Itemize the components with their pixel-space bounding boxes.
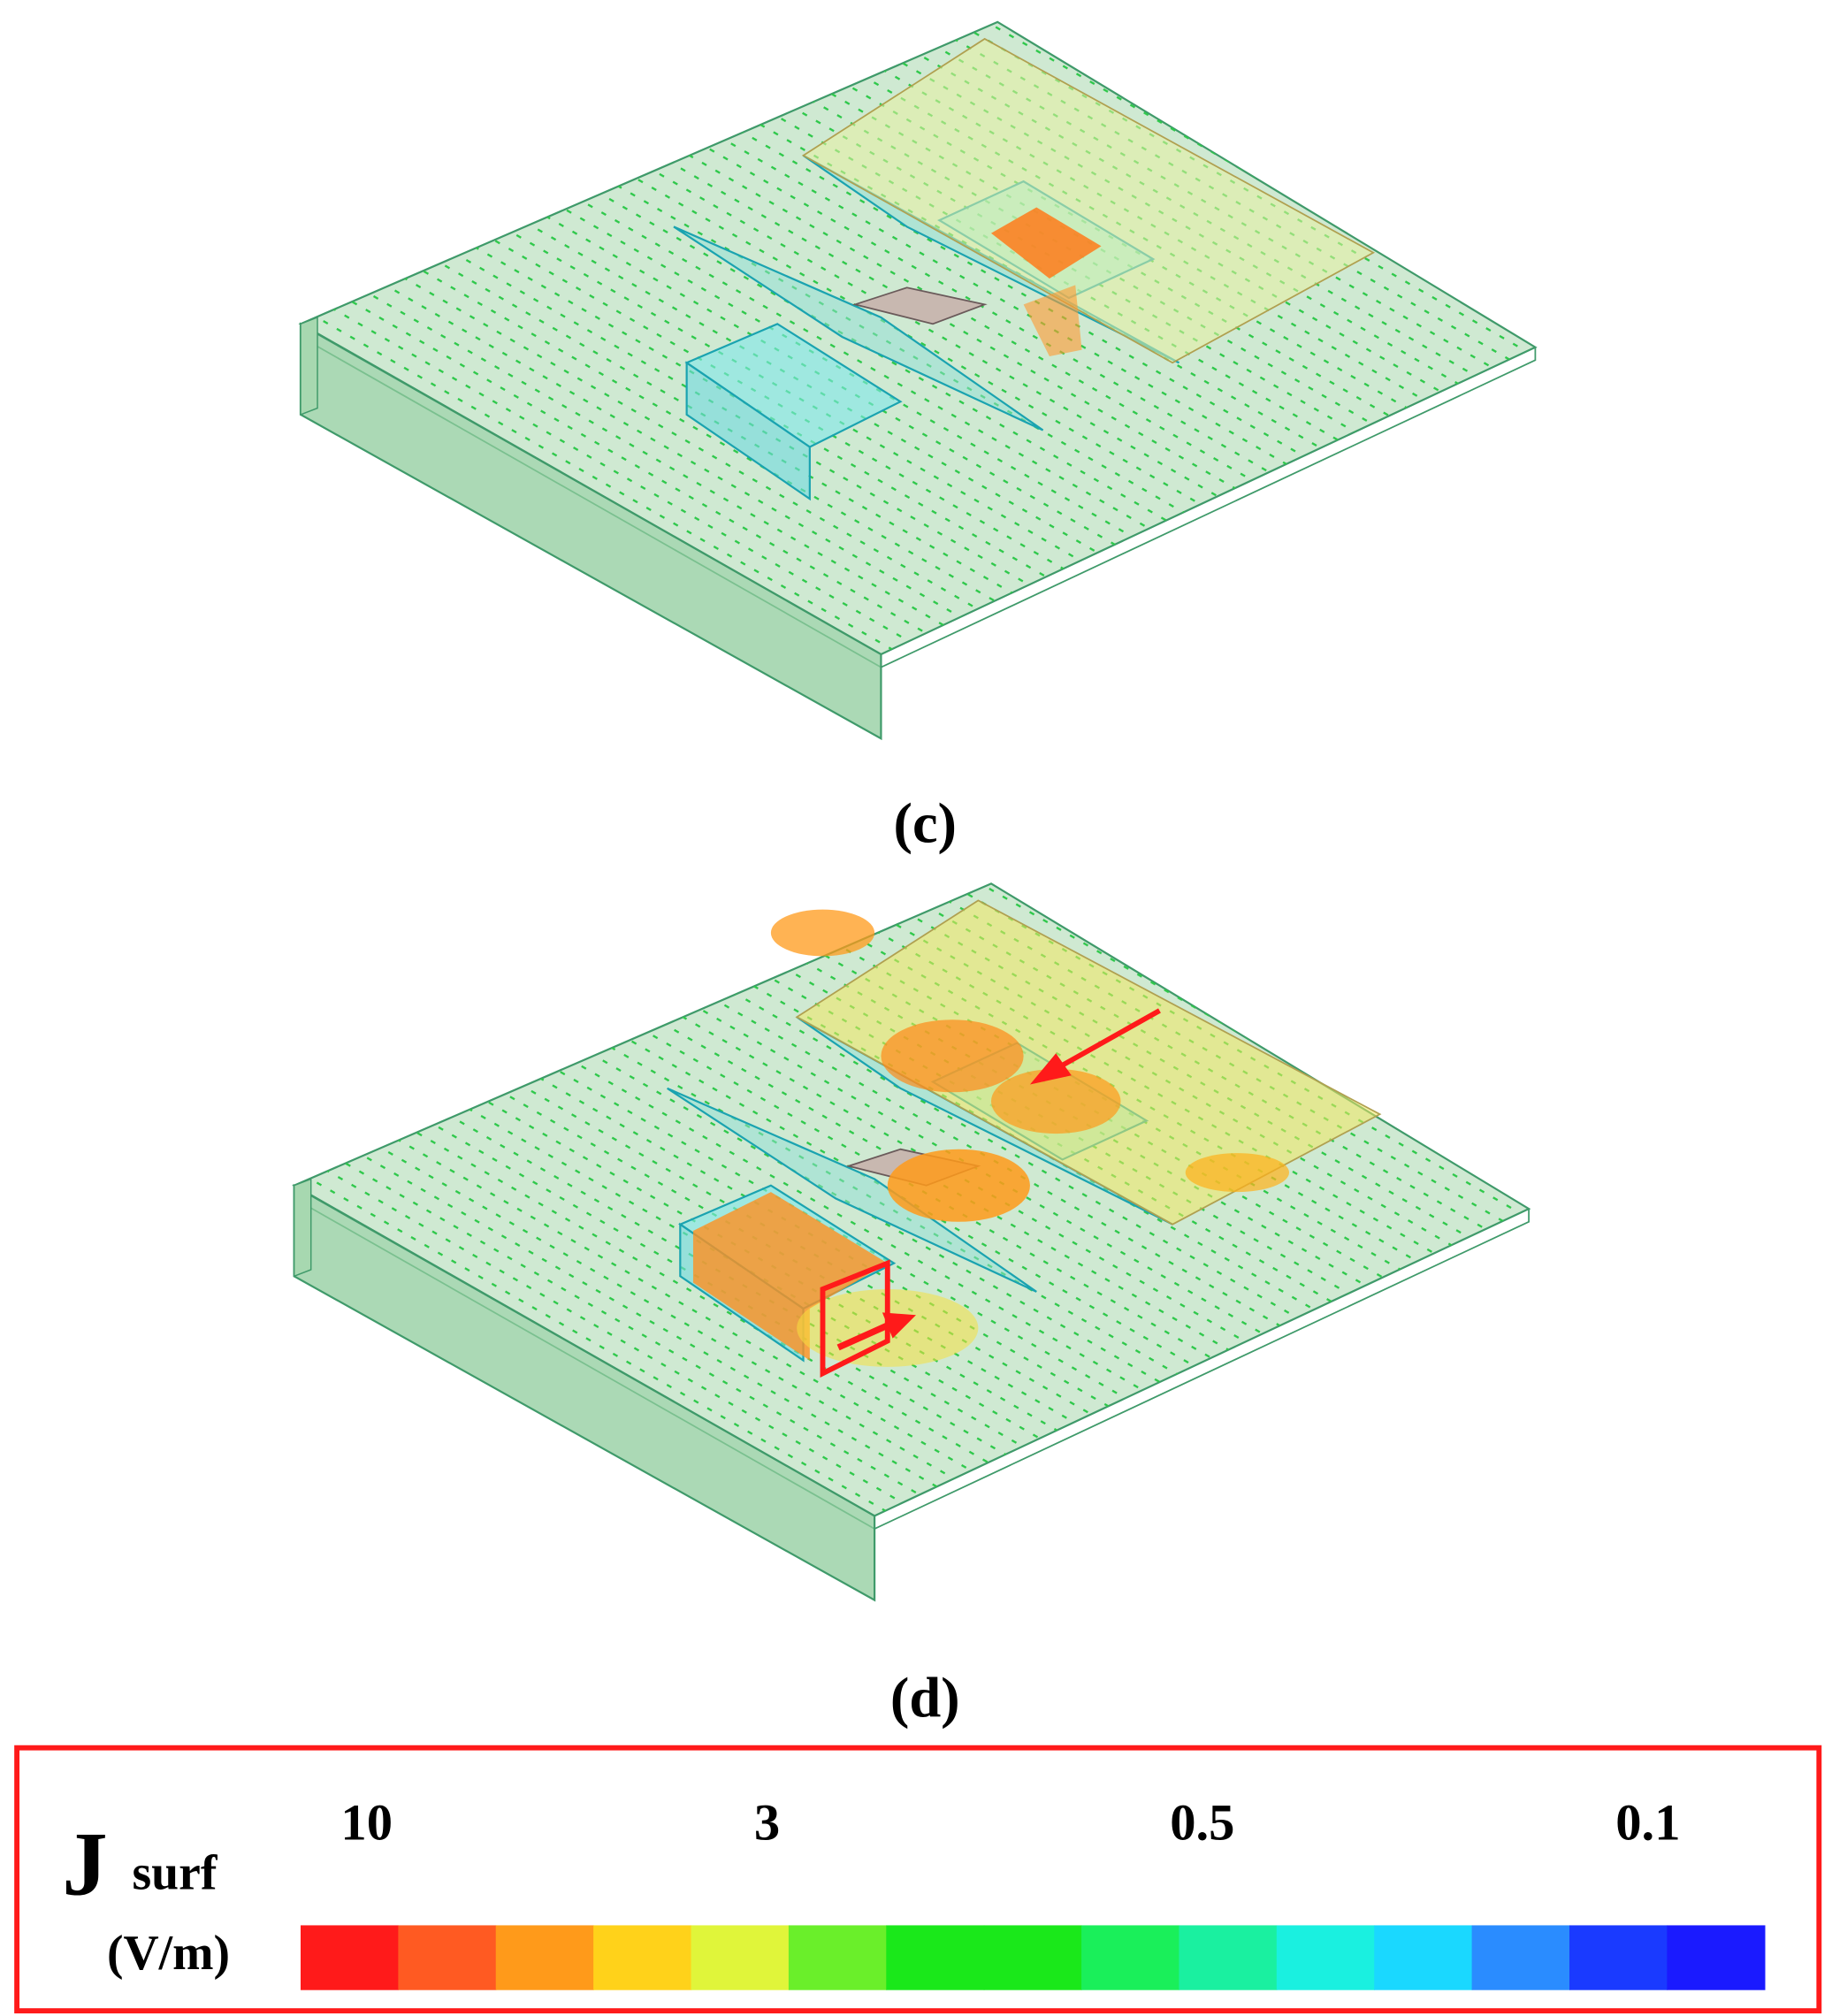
- legend-unit: (V/m): [107, 1926, 230, 1981]
- colorbar-segment: [691, 1925, 790, 1990]
- colorbar-segment: [300, 1925, 400, 1990]
- colorbar-segment: [1276, 1925, 1375, 1990]
- panel-label: (d): [890, 1667, 960, 1730]
- colorbar-segment: [1667, 1925, 1766, 1990]
- legend-subscript: surf: [132, 1845, 218, 1900]
- colorbar-segment: [788, 1925, 888, 1990]
- colorbar-segment: [983, 1925, 1082, 1990]
- colorbar-segment: [495, 1925, 594, 1990]
- colorbar-tick-label: 10: [340, 1794, 393, 1852]
- colorbar-segment: [1081, 1925, 1180, 1990]
- colorbar-legend: J surf (V/m) 10 3 0.5 0.1: [14, 1745, 1822, 2014]
- colorbar-segment: [1179, 1925, 1278, 1990]
- panel-c-render: [299, 20, 1537, 740]
- legend-symbol: J: [62, 1814, 107, 1914]
- colorbar-tick-label: 3: [754, 1794, 780, 1852]
- colorbar-segment: [886, 1925, 985, 1990]
- colorbar-segment: [1374, 1925, 1473, 1990]
- colorbar-segment: [398, 1925, 497, 1990]
- panel-label: (c): [893, 791, 957, 854]
- colorbar-tick-label: 0.5: [1170, 1794, 1234, 1852]
- colorbar-segment: [1471, 1925, 1570, 1990]
- colorbar-segment: [1569, 1925, 1668, 1990]
- colorbar-tick-label: 0.1: [1615, 1794, 1680, 1852]
- colorbar-segment: [593, 1925, 692, 1990]
- panel-d-render: [293, 882, 1530, 1601]
